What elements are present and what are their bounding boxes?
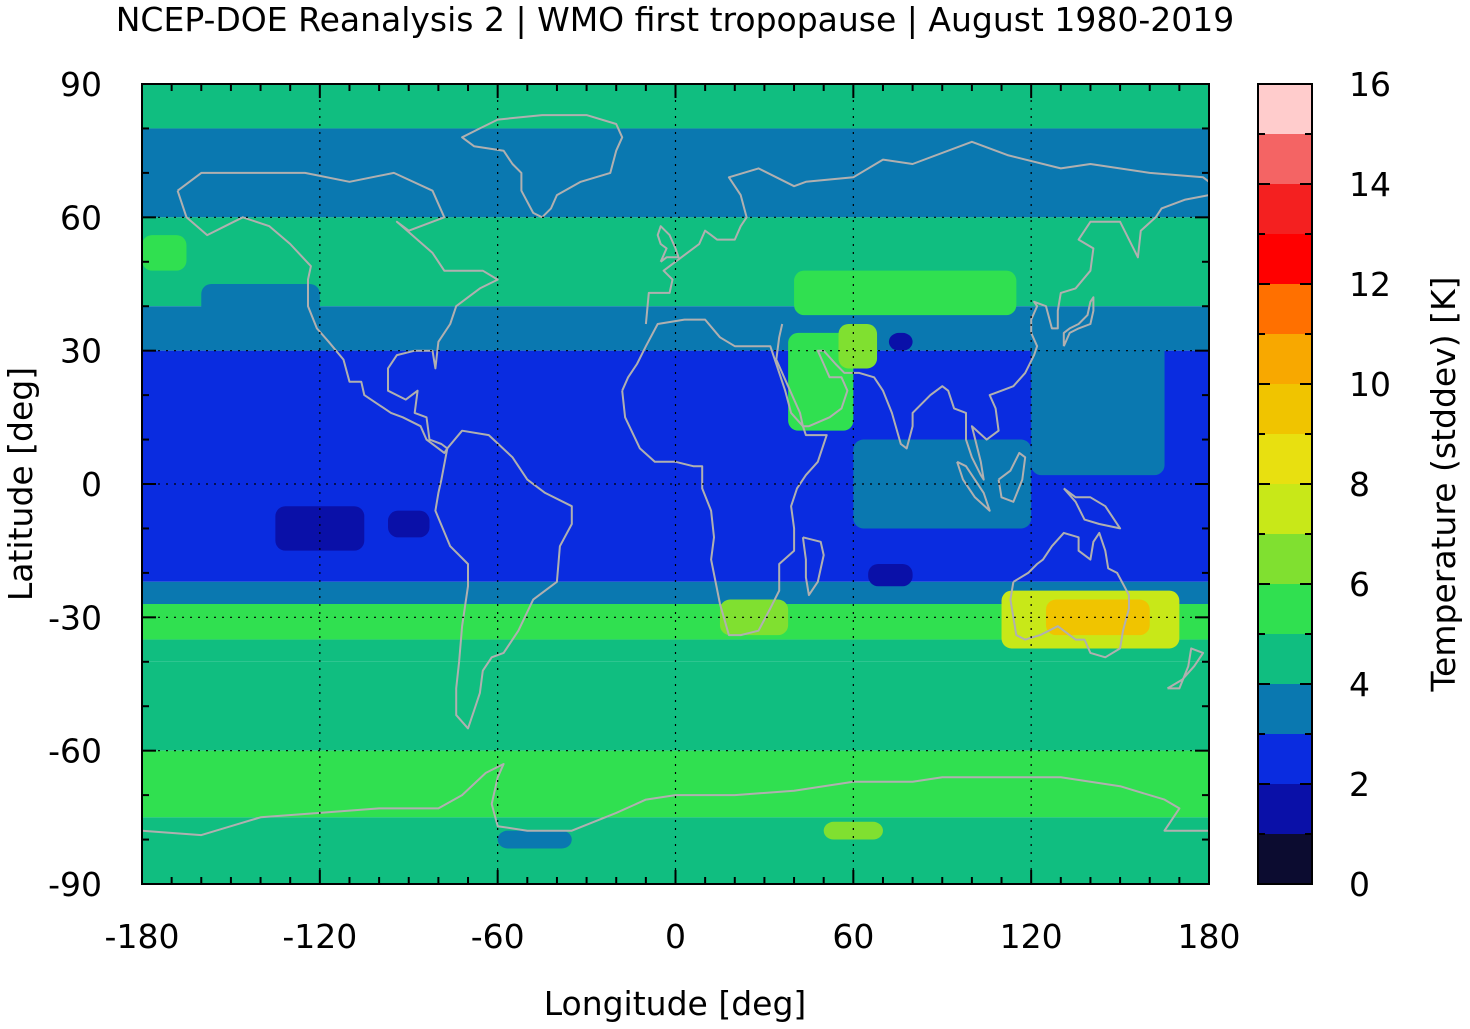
coastline: [997, 451, 1027, 503]
colorbar-swatch: [1258, 584, 1312, 634]
coastline: [956, 460, 991, 512]
y-tick-label: -60: [48, 732, 102, 771]
colorbar-swatch: [1258, 234, 1312, 284]
coastline: [644, 140, 1209, 325]
colorbar-tick-label: 16: [1349, 65, 1391, 104]
coastlines: [142, 114, 1209, 837]
x-tick-label: 60: [832, 917, 874, 956]
region-patch: [201, 284, 320, 351]
y-tick-label: -90: [48, 865, 102, 904]
region-patch: [838, 324, 878, 369]
x-tick-label: -60: [471, 917, 525, 956]
colorbar-swatch: [1258, 334, 1312, 384]
colorbar: [1257, 83, 1313, 885]
region-patch: [497, 830, 572, 849]
coastline: [434, 429, 573, 730]
colorbar-swatch: [1258, 634, 1312, 684]
colorbar-swatch: [1258, 384, 1312, 434]
region-patch: [1031, 328, 1165, 476]
region-patch: [788, 332, 854, 431]
axis-ticks: [141, 83, 1210, 885]
colorbar-swatch: [1258, 684, 1312, 734]
x-tick-label: -180: [105, 917, 180, 956]
chart-title: NCEP-DOE Reanalysis 2 | WMO first tropop…: [116, 0, 1235, 39]
colorbar-swatch: [1258, 284, 1312, 334]
colorbar-tick-label: 14: [1349, 165, 1391, 204]
region-patch: [142, 235, 187, 271]
zonal-band: [142, 661, 1209, 751]
colorbar-swatch: [1258, 834, 1312, 884]
zonal-band: [142, 581, 1209, 604]
zonal-band: [142, 639, 1209, 662]
zonal-band: [142, 750, 1209, 818]
colorbar-swatch: [1258, 784, 1312, 834]
colorbar-swatch: [1258, 734, 1312, 784]
region-patch: [794, 270, 1017, 316]
coastline: [1062, 296, 1095, 347]
colorbar-tick-label: 0: [1349, 865, 1370, 904]
coastline: [461, 114, 624, 219]
region-patch: [275, 506, 365, 551]
x-tick-label: 120: [1000, 917, 1063, 956]
coastline: [1063, 487, 1122, 530]
x-axis-label: Longitude [deg]: [544, 984, 807, 1023]
region-patch: [719, 599, 789, 636]
coastline: [801, 536, 825, 597]
region-patch: [888, 332, 913, 351]
coastline: [176, 171, 499, 454]
coastline: [1009, 531, 1130, 659]
region-patch: [868, 564, 913, 587]
region-patch: [823, 821, 883, 840]
gridlines: [142, 84, 1209, 884]
coastline: [621, 318, 828, 637]
colorbar-tick-label: 6: [1349, 565, 1370, 604]
colorbar-tick-label: 2: [1349, 765, 1370, 804]
y-tick-labels: 90 60 30 0 -30 -60 -90: [48, 65, 102, 904]
x-tick-label: -120: [282, 917, 357, 956]
coastline: [775, 194, 1209, 481]
y-tick-label: 60: [60, 198, 102, 237]
y-tick-label: -30: [48, 598, 102, 637]
colorbar-swatch: [1258, 434, 1312, 484]
coastline: [656, 225, 680, 263]
colorbar-tick-labels: 16 14 12 10 8 6 4 2 0: [1349, 65, 1391, 904]
y-tick-label: 0: [81, 465, 102, 504]
coastline: [142, 763, 1209, 837]
colorbar-tick-label: 8: [1349, 465, 1370, 504]
colorbar-swatch: [1258, 84, 1312, 134]
colorbar-tick-label: 4: [1349, 665, 1370, 704]
colorbar-label: Temperature (stddev) [K]: [1424, 276, 1463, 692]
coastline: [1166, 647, 1205, 690]
y-axis-label: Latitude [deg]: [1, 367, 40, 601]
x-tick-label: 180: [1178, 917, 1241, 956]
colorbar-tick-label: 10: [1349, 365, 1391, 404]
x-tick-label: 0: [665, 917, 686, 956]
y-tick-label: 30: [60, 332, 102, 371]
x-tick-labels: -180 -120 -60 0 60 120 180: [105, 917, 1241, 956]
colorbar-swatch: [1258, 134, 1312, 184]
colorbar-swatch: [1258, 184, 1312, 234]
colorbar-tick-label: 12: [1349, 265, 1391, 304]
colorbar-swatch: [1258, 534, 1312, 584]
region-patch: [388, 510, 430, 538]
colorbar-swatch: [1258, 484, 1312, 534]
y-tick-label: 90: [60, 65, 102, 104]
